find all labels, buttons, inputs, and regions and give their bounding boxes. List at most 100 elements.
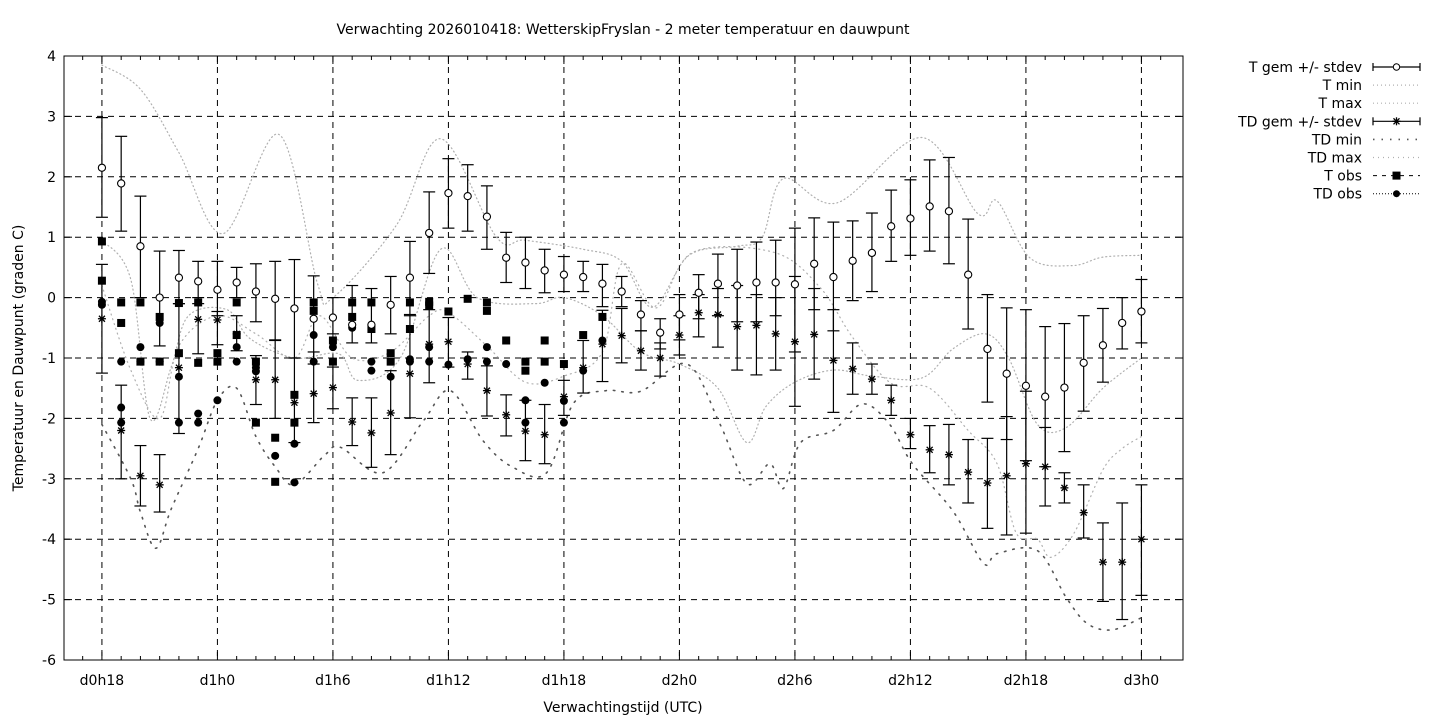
td-mean-point bbox=[713, 310, 722, 319]
asterisk-stroke bbox=[714, 311, 722, 318]
td-mean-point bbox=[1079, 508, 1088, 517]
asterisk-stroke bbox=[829, 356, 837, 364]
t-obs-point bbox=[502, 336, 511, 345]
y-tick-label: -3 bbox=[42, 472, 56, 488]
td-mean-point bbox=[675, 331, 684, 340]
td-obs-point bbox=[136, 357, 145, 366]
td-obs-point bbox=[155, 318, 164, 327]
td-mean-point bbox=[1060, 483, 1069, 492]
t-obs-point bbox=[348, 312, 357, 321]
td-mean-point bbox=[251, 375, 260, 384]
td-mean-point bbox=[386, 408, 395, 417]
t-mean-point bbox=[463, 191, 472, 201]
td-mean-point bbox=[232, 329, 241, 338]
t-mean-point bbox=[1041, 392, 1050, 401]
t-obs-point bbox=[540, 336, 549, 345]
t-obs-point bbox=[194, 298, 203, 307]
asterisk-stroke bbox=[502, 411, 510, 419]
td-mean-point bbox=[848, 364, 857, 373]
td-mean-point bbox=[155, 480, 164, 489]
asterisk-stroke bbox=[675, 331, 683, 339]
td-obs-point bbox=[117, 403, 126, 412]
asterisk-stroke bbox=[887, 396, 895, 404]
t-mean-point bbox=[694, 288, 703, 297]
y-tick-label: 2 bbox=[47, 170, 56, 186]
t-obs-point bbox=[194, 358, 203, 367]
t-mean-point bbox=[617, 287, 626, 296]
td-mean-point bbox=[97, 314, 106, 323]
td-mean-point bbox=[1118, 558, 1127, 567]
t-mean-point bbox=[867, 248, 877, 258]
t-mean-point bbox=[174, 273, 184, 282]
t-obs-point bbox=[271, 433, 280, 442]
t-obs-point bbox=[405, 298, 414, 307]
td-obs-point bbox=[367, 357, 376, 366]
t-mean-point bbox=[540, 266, 549, 275]
t-mean-point bbox=[117, 179, 126, 188]
td-obs-point bbox=[367, 366, 376, 375]
asterisk-stroke bbox=[348, 418, 356, 426]
t-obs-point bbox=[155, 312, 164, 321]
t-mean-point bbox=[405, 273, 415, 282]
td-mean-point bbox=[944, 450, 953, 459]
y-tick-label: -6 bbox=[42, 653, 56, 669]
y-tick-label: -2 bbox=[42, 411, 56, 427]
asterisk-stroke bbox=[252, 376, 260, 384]
t-obs-point bbox=[117, 298, 126, 307]
asterisk-stroke bbox=[906, 431, 914, 439]
td-mean-point bbox=[271, 375, 280, 384]
td-mean-point bbox=[463, 360, 472, 369]
t-mean-point bbox=[328, 313, 338, 322]
td-mean-point bbox=[983, 479, 992, 488]
t-mean-point bbox=[829, 272, 838, 282]
t-mean-point bbox=[386, 300, 395, 309]
asterisk-stroke bbox=[98, 315, 106, 323]
td-mean-point bbox=[425, 340, 434, 349]
td-obs-point bbox=[251, 367, 260, 376]
td-mean-point bbox=[194, 315, 203, 324]
asterisk-stroke bbox=[1022, 460, 1030, 468]
td-obs-point bbox=[405, 357, 414, 366]
t-obs-point bbox=[348, 298, 357, 307]
td-mean-point bbox=[829, 356, 838, 365]
asterisk-stroke bbox=[483, 387, 491, 395]
x-tick-label: d1h18 bbox=[542, 673, 586, 689]
td-obs-point bbox=[290, 439, 299, 448]
asterisk-stroke bbox=[964, 468, 972, 476]
t-mean-point bbox=[1060, 383, 1069, 392]
x-tick-label: d2h0 bbox=[662, 673, 698, 689]
asterisk-stroke bbox=[1060, 484, 1068, 492]
td-obs-point bbox=[482, 343, 491, 352]
td-mean-point bbox=[136, 471, 145, 480]
asterisk-stroke bbox=[926, 446, 934, 454]
td-mean-point bbox=[559, 392, 568, 401]
t-obs-point bbox=[174, 299, 183, 308]
legend-label: TD gem +/- stdev bbox=[1237, 114, 1362, 130]
t-obs-point bbox=[271, 477, 280, 486]
td-mean-point bbox=[117, 426, 126, 435]
td-obs-point bbox=[290, 478, 299, 487]
td-obs-point bbox=[136, 343, 145, 352]
t-mean-point bbox=[136, 242, 145, 251]
t-mean-point bbox=[944, 207, 954, 216]
t-obs-point bbox=[521, 366, 530, 375]
asterisk-stroke bbox=[695, 309, 703, 317]
td-obs-point bbox=[271, 451, 280, 460]
td-mean-point bbox=[810, 330, 819, 339]
td-obs-point bbox=[386, 372, 395, 381]
td-obs-point bbox=[309, 357, 318, 366]
t-obs-point bbox=[386, 349, 395, 358]
td-mean-point bbox=[733, 322, 742, 331]
t-obs-point bbox=[367, 298, 376, 307]
t-mean-point bbox=[713, 279, 723, 288]
t-obs-point bbox=[328, 336, 337, 345]
asterisk-stroke bbox=[637, 347, 645, 355]
td-mean-point bbox=[636, 346, 645, 355]
t-mean-point bbox=[1021, 381, 1031, 390]
asterisk-stroke bbox=[464, 360, 472, 368]
td-mean-point bbox=[405, 369, 414, 378]
x-tick-label: d3h0 bbox=[1124, 673, 1160, 689]
t-mean-point bbox=[925, 202, 934, 211]
chart-title: Verwachting 2026010418: WetterskipFrysla… bbox=[337, 22, 910, 38]
t-mean-point bbox=[213, 285, 222, 294]
